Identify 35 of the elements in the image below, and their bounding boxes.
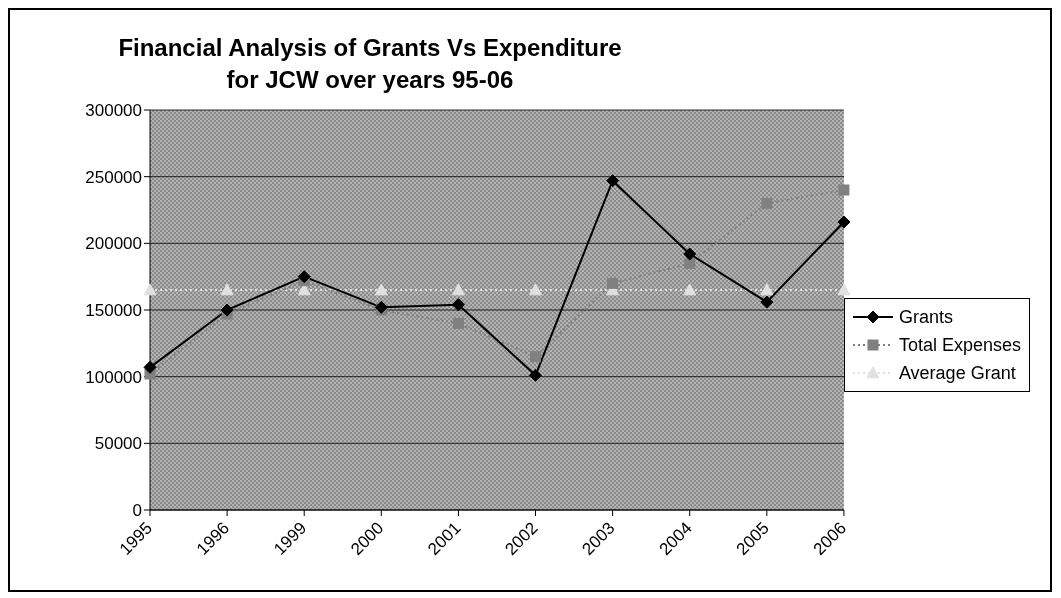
point <box>683 247 697 261</box>
point <box>143 360 157 374</box>
point <box>683 283 697 296</box>
point <box>606 174 620 188</box>
point <box>837 283 851 296</box>
chart-title: Financial Analysis of Grants Vs Expenditure for JCW over years 95-06 <box>117 33 623 95</box>
y-tick-label: 150000 <box>85 301 142 321</box>
point <box>760 295 774 309</box>
y-tick-label: 250000 <box>85 167 142 187</box>
point <box>684 257 696 269</box>
y-tick-label: 100000 <box>85 367 142 387</box>
point <box>297 270 311 284</box>
y-tick-label: 300000 <box>85 101 142 121</box>
point <box>530 351 542 363</box>
point <box>451 298 465 312</box>
point <box>452 317 464 329</box>
point <box>451 283 465 296</box>
y-tick-label: 50000 <box>94 434 142 454</box>
point <box>143 283 157 296</box>
point <box>529 283 543 296</box>
point <box>220 303 234 317</box>
y-tick-label: 200000 <box>85 234 142 254</box>
y-tick-label: 0 <box>132 501 142 521</box>
point <box>374 300 388 314</box>
point <box>529 368 543 382</box>
legend-label: Average Grant <box>898 362 1016 385</box>
legend-label: Total Expenses <box>898 334 1021 357</box>
point <box>761 197 773 209</box>
point <box>374 283 388 296</box>
point <box>760 283 774 296</box>
point <box>837 215 851 229</box>
legend-label: Grants <box>898 306 953 329</box>
point <box>838 184 850 196</box>
point <box>220 283 234 296</box>
point <box>607 277 619 289</box>
